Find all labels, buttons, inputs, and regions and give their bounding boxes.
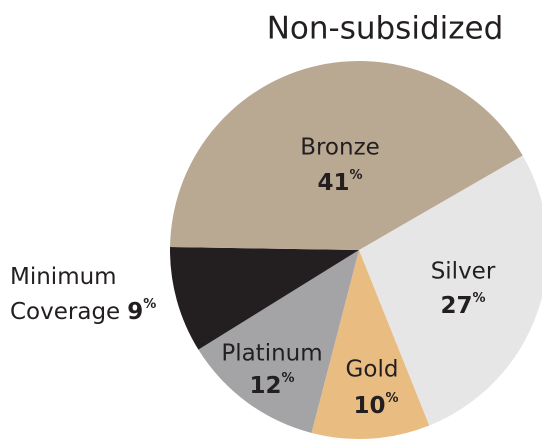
pie-slice <box>198 250 359 433</box>
slice-label: Gold <box>346 357 399 383</box>
pie-slice <box>170 61 523 250</box>
chart-title: Non-subsidized <box>267 11 504 47</box>
value-label: 41% <box>317 168 362 196</box>
value-label: 27% <box>440 291 485 319</box>
pie-slice <box>359 155 542 426</box>
value-label: 10% <box>353 391 398 419</box>
slice-label: Minimum Coverage <box>10 264 120 325</box>
value-label: 9% <box>127 297 156 325</box>
value-label: 12% <box>249 371 294 399</box>
slice-label: Platinum <box>221 341 322 367</box>
pie-slice <box>311 250 430 439</box>
pie-slice <box>170 247 359 350</box>
slice-label: Silver <box>431 259 496 285</box>
slice-label: Bronze <box>300 135 380 161</box>
